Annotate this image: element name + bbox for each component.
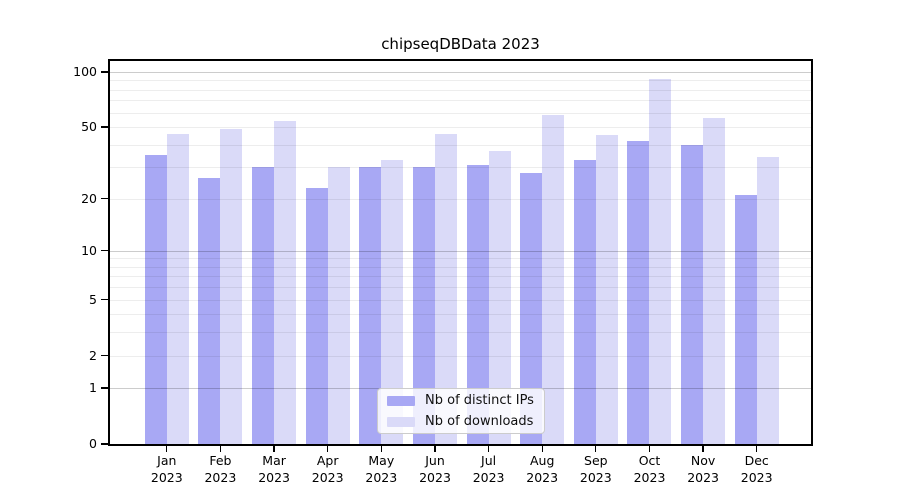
bar-nb-of-downloads-may-2023[interactable] — [381, 159, 404, 444]
legend-item-downloads[interactable]: Nb of downloads — [378, 413, 544, 431]
y-tick-10 — [101, 250, 108, 252]
y-gridline-40 — [110, 144, 811, 146]
y-gridline-4 — [110, 314, 811, 316]
x-tick-label-mar-2023: Mar 2023 — [258, 453, 290, 485]
bar-nb-of-downloads-jan-2023[interactable] — [166, 133, 189, 444]
bar-nb-of-distinct-ips-sep-2023[interactable] — [573, 159, 596, 444]
y-tick-0 — [101, 443, 108, 445]
bar-nb-of-distinct-ips-oct-2023[interactable] — [627, 140, 650, 444]
bar-nb-of-distinct-ips-dec-2023[interactable] — [734, 194, 757, 444]
x-tick-feb-2023 — [219, 446, 222, 452]
y-gridline-6 — [110, 287, 811, 289]
bar-nb-of-distinct-ips-jun-2023[interactable] — [412, 167, 435, 444]
x-tick-label-dec-2023: Dec 2023 — [740, 453, 773, 485]
y-gridline-100 — [110, 72, 811, 73]
x-tick-label-jan-2023: Jan 2023 — [150, 453, 183, 485]
y-gridline-70 — [110, 100, 811, 102]
x-tick-label-oct-2023: Oct 2023 — [633, 453, 666, 485]
x-tick-aug-2023 — [541, 446, 543, 452]
bar-nb-of-downloads-jun-2023[interactable] — [434, 133, 457, 444]
y-tick-label-50: 50 — [81, 119, 97, 135]
bar-nb-of-downloads-aug-2023[interactable] — [542, 115, 565, 444]
bar-nb-of-distinct-ips-feb-2023[interactable] — [198, 178, 221, 444]
bar-nb-of-distinct-ips-nov-2023[interactable] — [681, 144, 704, 444]
bar-nb-of-downloads-apr-2023[interactable] — [327, 167, 350, 444]
bar-nb-of-downloads-nov-2023[interactable] — [703, 118, 726, 444]
y-gridline-60 — [110, 112, 811, 114]
bar-nb-of-downloads-oct-2023[interactable] — [649, 78, 672, 444]
x-tick-oct-2023 — [648, 446, 651, 452]
y-gridline-2 — [110, 355, 811, 357]
y-gridline-7 — [110, 276, 811, 278]
chart-title: chipseqDBData 2023 — [381, 35, 540, 53]
y-tick-label-20: 20 — [81, 190, 97, 206]
y-tick-label-0: 0 — [89, 436, 97, 451]
y-tick-label-10: 10 — [81, 242, 97, 258]
legend-swatch-downloads — [387, 416, 415, 427]
bar-nb-of-distinct-ips-mar-2023[interactable] — [252, 167, 275, 444]
y-tick-label-100: 100 — [73, 64, 97, 79]
y-tick-5 — [101, 298, 108, 301]
x-tick-label-nov-2023: Nov 2023 — [687, 453, 719, 485]
bar-nb-of-distinct-ips-jan-2023[interactable] — [144, 155, 167, 444]
x-tick-label-feb-2023: Feb 2023 — [204, 453, 237, 485]
x-tick-may-2023 — [380, 446, 382, 452]
y-gridline-20 — [110, 198, 811, 200]
y-tick-2 — [101, 354, 108, 357]
x-tick-mar-2023 — [273, 446, 275, 452]
x-tick-sep-2023 — [595, 446, 597, 452]
y-gridline-8 — [110, 266, 811, 268]
bar-nb-of-downloads-sep-2023[interactable] — [595, 135, 618, 444]
x-tick-label-apr-2023: Apr 2023 — [311, 453, 344, 485]
x-tick-dec-2023 — [756, 446, 758, 452]
x-tick-label-jun-2023: Jun 2023 — [419, 453, 451, 485]
legend-item-distinct-ips[interactable]: Nb of distinct IPs — [378, 392, 544, 410]
y-gridline-80 — [110, 89, 811, 91]
x-tick-nov-2023 — [702, 446, 704, 452]
x-tick-label-jul-2023: Jul 2023 — [472, 453, 505, 485]
bar-nb-of-distinct-ips-aug-2023[interactable] — [520, 172, 543, 444]
y-gridline-50 — [110, 127, 811, 129]
y-tick-label-2: 2 — [89, 347, 97, 363]
y-tick-label-5: 5 — [89, 291, 97, 307]
y-tick-label-1: 1 — [89, 380, 97, 396]
y-gridline-3 — [110, 332, 811, 334]
bar-nb-of-distinct-ips-jul-2023[interactable] — [466, 164, 489, 444]
y-gridline-30 — [110, 167, 811, 169]
y-tick-50 — [101, 126, 108, 128]
bar-nb-of-distinct-ips-may-2023[interactable] — [359, 167, 382, 444]
bar-nb-of-distinct-ips-apr-2023[interactable] — [305, 187, 328, 444]
bar-nb-of-downloads-mar-2023[interactable] — [274, 121, 297, 444]
x-tick-apr-2023 — [327, 446, 329, 452]
bar-nb-of-downloads-dec-2023[interactable] — [756, 157, 779, 444]
legend: Nb of distinct IPs Nb of downloads — [377, 388, 545, 434]
x-tick-jan-2023 — [166, 446, 168, 452]
bar-nb-of-downloads-jul-2023[interactable] — [488, 150, 511, 444]
x-tick-label-may-2023: May 2023 — [365, 453, 398, 485]
x-tick-label-aug-2023: Aug 2023 — [526, 453, 559, 485]
bar-nb-of-downloads-feb-2023[interactable] — [220, 128, 243, 444]
x-tick-jun-2023 — [434, 446, 436, 452]
x-tick-label-sep-2023: Sep 2023 — [579, 453, 612, 485]
legend-label-downloads: Nb of downloads — [425, 413, 534, 429]
y-gridline-9 — [110, 258, 811, 260]
y-tick-100 — [101, 71, 108, 73]
plot-area: Nb of distinct IPs Nb of downloads — [108, 59, 813, 446]
y-tick-20 — [101, 197, 108, 200]
y-gridline-5 — [110, 299, 811, 301]
y-gridline-90 — [110, 80, 811, 82]
x-tick-jul-2023 — [487, 446, 490, 452]
y-tick-1 — [101, 387, 108, 389]
legend-label-distinct-ips: Nb of distinct IPs — [425, 392, 534, 408]
y-gridline-10 — [110, 250, 811, 252]
legend-swatch-distinct-ips — [387, 395, 415, 406]
